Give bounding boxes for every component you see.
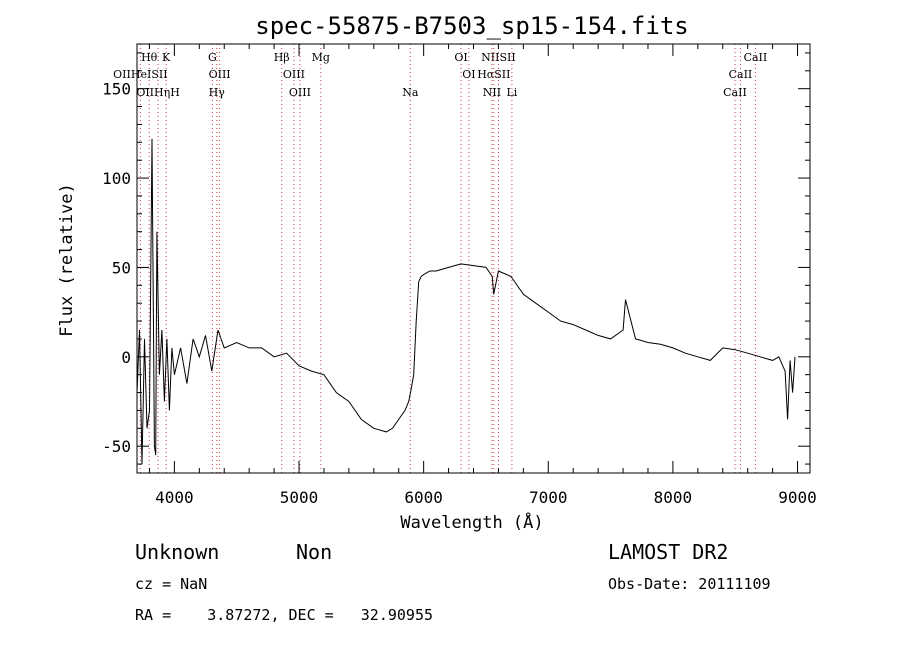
emission-line-label: Na [402,86,419,99]
emission-line-label: OIII [289,86,311,99]
spectrum-series [136,138,796,465]
y-axis-label: Flux (relative) [57,183,77,337]
emission-line-label: Hθ [141,51,158,64]
emission-line-label: CaII [744,51,768,64]
survey-release: LAMOST DR2 [608,540,728,564]
x-tick-label: 6000 [404,488,443,507]
observation-date: Obs-Date: 20111109 [608,575,771,593]
emission-line-label: K [162,51,171,64]
plot-frame [136,43,811,474]
y-tick-label: 50 [112,258,131,277]
emission-line-label: CaII [729,68,753,81]
y-tick-label: -50 [102,437,131,456]
emission-line-label: OIII [283,68,305,81]
redshift-cz: cz = NaN [135,575,207,593]
emission-line-label: NIISII [481,51,516,64]
coordinates: RA = 3.87272, DEC = 32.90955 [135,606,433,624]
emission-line-label: Li [506,86,517,99]
spectral-subclass: Non [296,540,332,564]
y-tick-label: 0 [121,348,131,367]
emission-line-label: Mg [312,51,330,64]
emission-line-label: OIIHηH [136,86,179,99]
x-axis-label: Wavelength (Å) [400,511,543,533]
emission-line-label: OI [462,68,475,81]
emission-line-label: CaII [723,86,747,99]
emission-line-label: NII [483,86,501,99]
emission-line-label: OI [454,51,467,64]
y-tick-label: 100 [102,169,131,188]
emission-line-label: OIII [209,68,231,81]
spectrum-line [136,138,796,465]
x-tick-label: 7000 [529,488,568,507]
chart-title: spec-55875-B7503_sp15-154.fits [255,12,688,40]
y-tick-label: 150 [102,80,131,99]
x-tick-label: 9000 [778,488,817,507]
emission-line-label: G [208,51,217,64]
x-tick-label: 4000 [155,488,194,507]
spectral-class: Unknown [135,540,219,564]
emission-line-label: Hβ [274,51,290,64]
emission-line-label: Hγ [209,86,226,99]
x-tick-label: 5000 [280,488,319,507]
emission-line-label: OIIHeISII [113,68,167,81]
emission-line-label: HαSII [477,68,510,81]
axis-ticks: 4000 5000 6000 7000 8000 9000 -50 0 50 100 150 [102,44,817,507]
x-tick-label: 8000 [654,488,693,507]
